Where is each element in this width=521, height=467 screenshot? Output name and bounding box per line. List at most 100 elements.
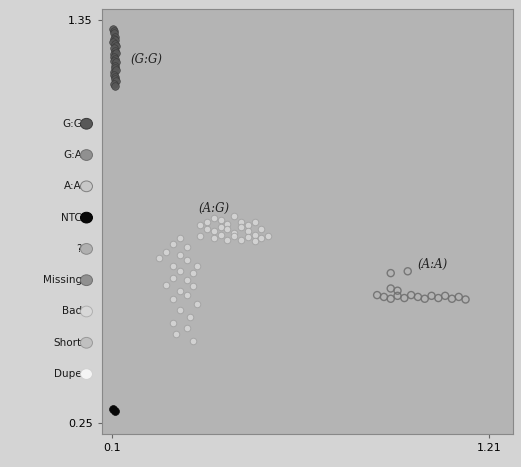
Point <box>176 268 184 275</box>
Point <box>110 33 119 41</box>
Point <box>244 234 252 241</box>
Point <box>193 301 201 308</box>
Point <box>111 50 120 57</box>
Point <box>109 26 117 33</box>
Point <box>387 269 395 277</box>
Point <box>203 218 211 226</box>
Point <box>110 63 119 70</box>
Point <box>414 293 422 301</box>
Point <box>162 281 170 289</box>
Point <box>387 295 395 303</box>
Point <box>110 48 119 55</box>
Text: G:A: G:A <box>63 150 82 160</box>
Point <box>434 294 442 302</box>
Point <box>109 406 117 413</box>
Point <box>155 255 164 262</box>
Point <box>110 71 118 79</box>
Point <box>189 337 197 345</box>
Point <box>193 262 201 269</box>
Point <box>111 77 120 85</box>
Text: (A:A): (A:A) <box>418 258 448 270</box>
Point <box>251 231 259 238</box>
Point <box>110 41 119 48</box>
Text: Bad: Bad <box>61 306 82 317</box>
Point <box>237 224 245 231</box>
Point <box>264 232 272 240</box>
Point <box>111 59 120 66</box>
Text: NTC: NTC <box>61 212 82 223</box>
Point <box>176 234 184 242</box>
Point <box>111 37 119 44</box>
Point <box>217 231 225 238</box>
Point <box>110 50 118 58</box>
Point <box>230 233 239 240</box>
Text: A:A: A:A <box>64 181 82 191</box>
Point <box>203 226 211 233</box>
Point <box>182 324 191 332</box>
Point <box>407 291 415 299</box>
Point <box>110 55 119 63</box>
Point <box>230 212 239 220</box>
Point <box>109 39 117 46</box>
Point <box>169 240 177 248</box>
Point <box>224 236 232 244</box>
Point <box>189 282 197 290</box>
Point <box>441 292 449 299</box>
Point <box>109 29 118 37</box>
Point <box>209 227 218 235</box>
Point <box>196 233 204 240</box>
Point <box>189 269 197 277</box>
Point <box>224 226 232 233</box>
Point <box>169 319 177 326</box>
Text: (G:G): (G:G) <box>130 52 163 65</box>
Text: Short: Short <box>54 338 82 348</box>
Point <box>109 53 118 61</box>
Point <box>111 42 120 50</box>
Point <box>110 68 118 75</box>
Point <box>176 251 184 259</box>
Point <box>186 313 194 321</box>
Point <box>217 216 225 224</box>
Point <box>110 28 118 35</box>
Point <box>455 293 463 301</box>
Point <box>251 237 259 245</box>
Point <box>209 234 218 242</box>
Point <box>393 292 402 299</box>
Point <box>176 307 184 314</box>
Point <box>182 256 191 264</box>
Text: Missing: Missing <box>43 275 82 285</box>
Point <box>393 287 402 294</box>
Point <box>111 64 119 72</box>
Point <box>387 285 395 292</box>
Point <box>111 73 119 81</box>
Point <box>427 292 436 299</box>
Point <box>162 248 170 255</box>
Point <box>169 274 177 281</box>
Text: Dupe: Dupe <box>54 369 82 379</box>
Point <box>373 291 381 299</box>
Text: (A:G): (A:G) <box>199 202 230 214</box>
Point <box>420 295 429 303</box>
Point <box>110 57 118 65</box>
Point <box>169 296 177 303</box>
Point <box>169 262 177 269</box>
Point <box>257 234 266 242</box>
Point <box>244 227 252 235</box>
Point <box>380 293 388 301</box>
Point <box>224 220 232 227</box>
Point <box>209 214 218 222</box>
Point <box>257 226 266 233</box>
Point <box>244 222 252 229</box>
Point <box>462 296 470 303</box>
Text: G:G: G:G <box>62 119 82 129</box>
Point <box>176 288 184 295</box>
Point <box>111 83 119 90</box>
Point <box>110 44 118 51</box>
Point <box>404 268 412 275</box>
Point <box>400 294 408 302</box>
Point <box>237 236 245 244</box>
Point <box>182 277 191 284</box>
Point <box>172 330 181 337</box>
Point <box>217 224 225 231</box>
Point <box>196 222 204 229</box>
